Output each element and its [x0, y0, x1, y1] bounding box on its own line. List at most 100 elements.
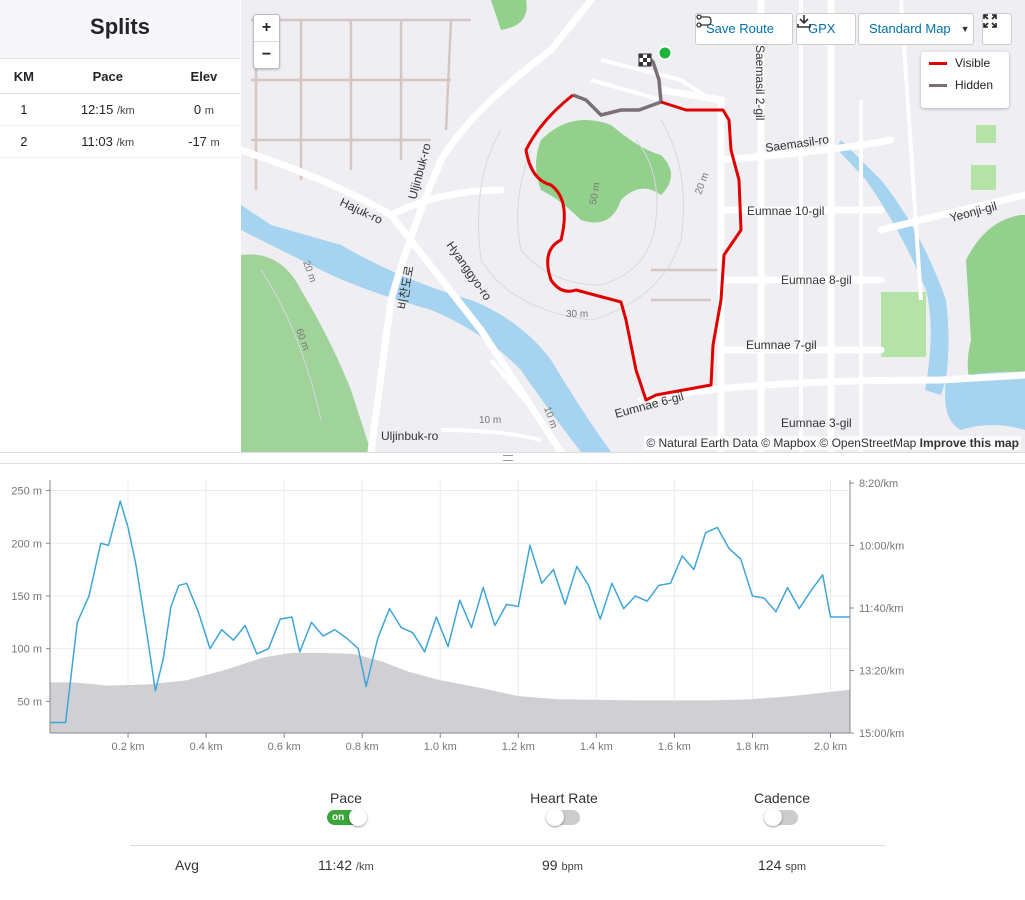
- avg-label: Avg: [175, 857, 199, 873]
- pace-toggle-group: Pace on: [316, 790, 376, 826]
- street-label: Eumnae 6-gil: [613, 389, 685, 421]
- left-tick-label: 250 m: [11, 486, 42, 498]
- splits-panel: Splits KM Pace Elev 1 12:15 /km 0 m 2 11…: [0, 0, 240, 452]
- right-tick-label: 8:20/km: [859, 478, 898, 490]
- left-tick-label: 200 m: [11, 538, 42, 550]
- hidden-swatch: [929, 83, 947, 87]
- save-route-button[interactable]: Save Route: [695, 13, 793, 45]
- route-visible: [524, 93, 743, 402]
- heart-rate-toggle-group: Heart Rate: [514, 790, 614, 826]
- visible-swatch: [929, 61, 947, 65]
- right-tick-label: 13:20/km: [859, 666, 904, 678]
- street-label: Uljinbuk-ro: [381, 429, 439, 443]
- stats-divider: [130, 845, 885, 846]
- legend-visible: Visible: [955, 56, 991, 70]
- minor-roads: [440, 0, 923, 452]
- right-tick-label: 10:00/km: [859, 541, 904, 553]
- x-tick-label: 1.2 km: [502, 741, 535, 753]
- legend-hidden: Hidden: [955, 78, 994, 92]
- field-area: [976, 125, 996, 143]
- route-map[interactable]: Uljinbuk-ro Uljinbuk-ro Hajuk-ro Hyanggy…: [241, 0, 1025, 452]
- x-tick-label: 1.8 km: [736, 741, 769, 753]
- x-tick-label: 0.2 km: [112, 741, 145, 753]
- splits-table: KM Pace Elev 1 12:15 /km 0 m 2 11:03 /km…: [0, 58, 240, 158]
- cadence-toggle-label: Cadence: [753, 790, 811, 806]
- grip-icon: [503, 455, 513, 461]
- x-tick-label: 2.0 km: [814, 741, 847, 753]
- route-hidden: [572, 53, 663, 117]
- x-tick-label: 0.4 km: [190, 741, 223, 753]
- map-canvas[interactable]: Uljinbuk-ro Uljinbuk-ro Hajuk-ro Hyanggy…: [241, 0, 1025, 452]
- right-tick-label: 11:40/km: [859, 603, 903, 615]
- heart-rate-toggle-label: Heart Rate: [530, 790, 598, 806]
- fullscreen-button[interactable]: [982, 13, 1012, 45]
- split-km: 2: [0, 125, 48, 158]
- contour-label: 20 m: [693, 171, 711, 196]
- heart-rate-toggle[interactable]: [546, 808, 580, 826]
- river: [241, 205, 611, 452]
- map-type-select[interactable]: Standard Map ▼: [858, 13, 974, 45]
- park-area: [536, 120, 671, 223]
- contour-label: 50 m: [588, 182, 603, 206]
- contour-label: 10 m: [479, 415, 501, 426]
- field-area: [971, 165, 996, 190]
- route-legend: Visible Hidden: [921, 52, 1009, 108]
- x-tick-label: 1.4 km: [580, 741, 613, 753]
- pace-toggle-label: Pace: [330, 790, 362, 806]
- finish-flag-icon[interactable]: [638, 53, 652, 67]
- park-area: [491, 0, 527, 30]
- lake: [945, 371, 1025, 430]
- elevation-area: [50, 652, 850, 733]
- right-tick-label: 15:00/km: [859, 728, 904, 740]
- km-header: KM: [0, 58, 48, 94]
- pace-line: [50, 500, 850, 724]
- split-elev: -17 m: [167, 125, 240, 158]
- avg-cadence: 124 spm: [758, 857, 807, 873]
- street-label: Yeonji-gil: [948, 199, 998, 225]
- street-label: Eumnae 8-gil: [781, 273, 852, 287]
- field-area: [881, 292, 926, 357]
- split-row[interactable]: 2 11:03 /km -17 m: [0, 125, 240, 158]
- x-tick-label: 0.8 km: [346, 741, 379, 753]
- street-label: Saemasil 2-gil: [753, 45, 767, 120]
- street-label: Eumnae 7-gil: [746, 338, 817, 352]
- gpx-button[interactable]: GPX: [796, 13, 856, 45]
- river: [836, 140, 949, 395]
- street-label: Eumnae 10-gil: [747, 204, 824, 218]
- elev-header: Elev: [167, 58, 240, 94]
- left-tick-label: 150 m: [11, 591, 42, 603]
- split-km: 1: [0, 93, 48, 126]
- park-area: [241, 254, 371, 452]
- split-elev: 0 m: [167, 93, 240, 126]
- zoom-control: + −: [253, 14, 280, 69]
- x-tick-label: 1.6 km: [658, 741, 691, 753]
- x-tick-label: 1.0 km: [424, 741, 457, 753]
- street-label: Eumnae 3-gil: [781, 416, 852, 430]
- zoom-out-button[interactable]: −: [254, 41, 279, 68]
- panel-resize-handle[interactable]: [0, 452, 1025, 464]
- street-grid: [251, 18, 723, 400]
- contours: [260, 119, 684, 421]
- caret-down-icon: ▼: [960, 24, 970, 34]
- map-attribution: © Natural Earth Data © Mapbox © OpenStre…: [644, 436, 1021, 450]
- zoom-in-button[interactable]: +: [261, 19, 272, 36]
- park-area: [966, 215, 1025, 400]
- pace-header: Pace: [47, 58, 168, 94]
- elevation-pace-chart[interactable]: 0.2 km 0.4 km 0.6 km 0.8 km 1.0 km 1.2 km 1.4 …: [0, 470, 1025, 760]
- x-tick-label: 0.6 km: [268, 741, 301, 753]
- avg-heart-rate: 99 bpm: [542, 857, 583, 873]
- left-tick-label: 100 m: [11, 644, 42, 656]
- splits-title: Splits: [0, 0, 240, 58]
- start-marker[interactable]: [657, 45, 673, 61]
- major-roads: [241, 0, 1025, 452]
- pace-toggle[interactable]: on: [327, 808, 367, 826]
- avg-pace: 11:42 /km: [318, 857, 374, 873]
- improve-map-link[interactable]: Improve this map: [919, 436, 1019, 450]
- split-row[interactable]: 1 12:15 /km 0 m: [0, 93, 240, 126]
- split-pace: 12:15 /km: [47, 93, 168, 126]
- contour-label: 30 m: [566, 309, 588, 320]
- left-tick-label: 50 m: [18, 696, 42, 708]
- cadence-toggle-group: Cadence: [742, 790, 822, 826]
- split-pace: 11:03 /km: [47, 125, 168, 158]
- cadence-toggle[interactable]: [764, 808, 798, 826]
